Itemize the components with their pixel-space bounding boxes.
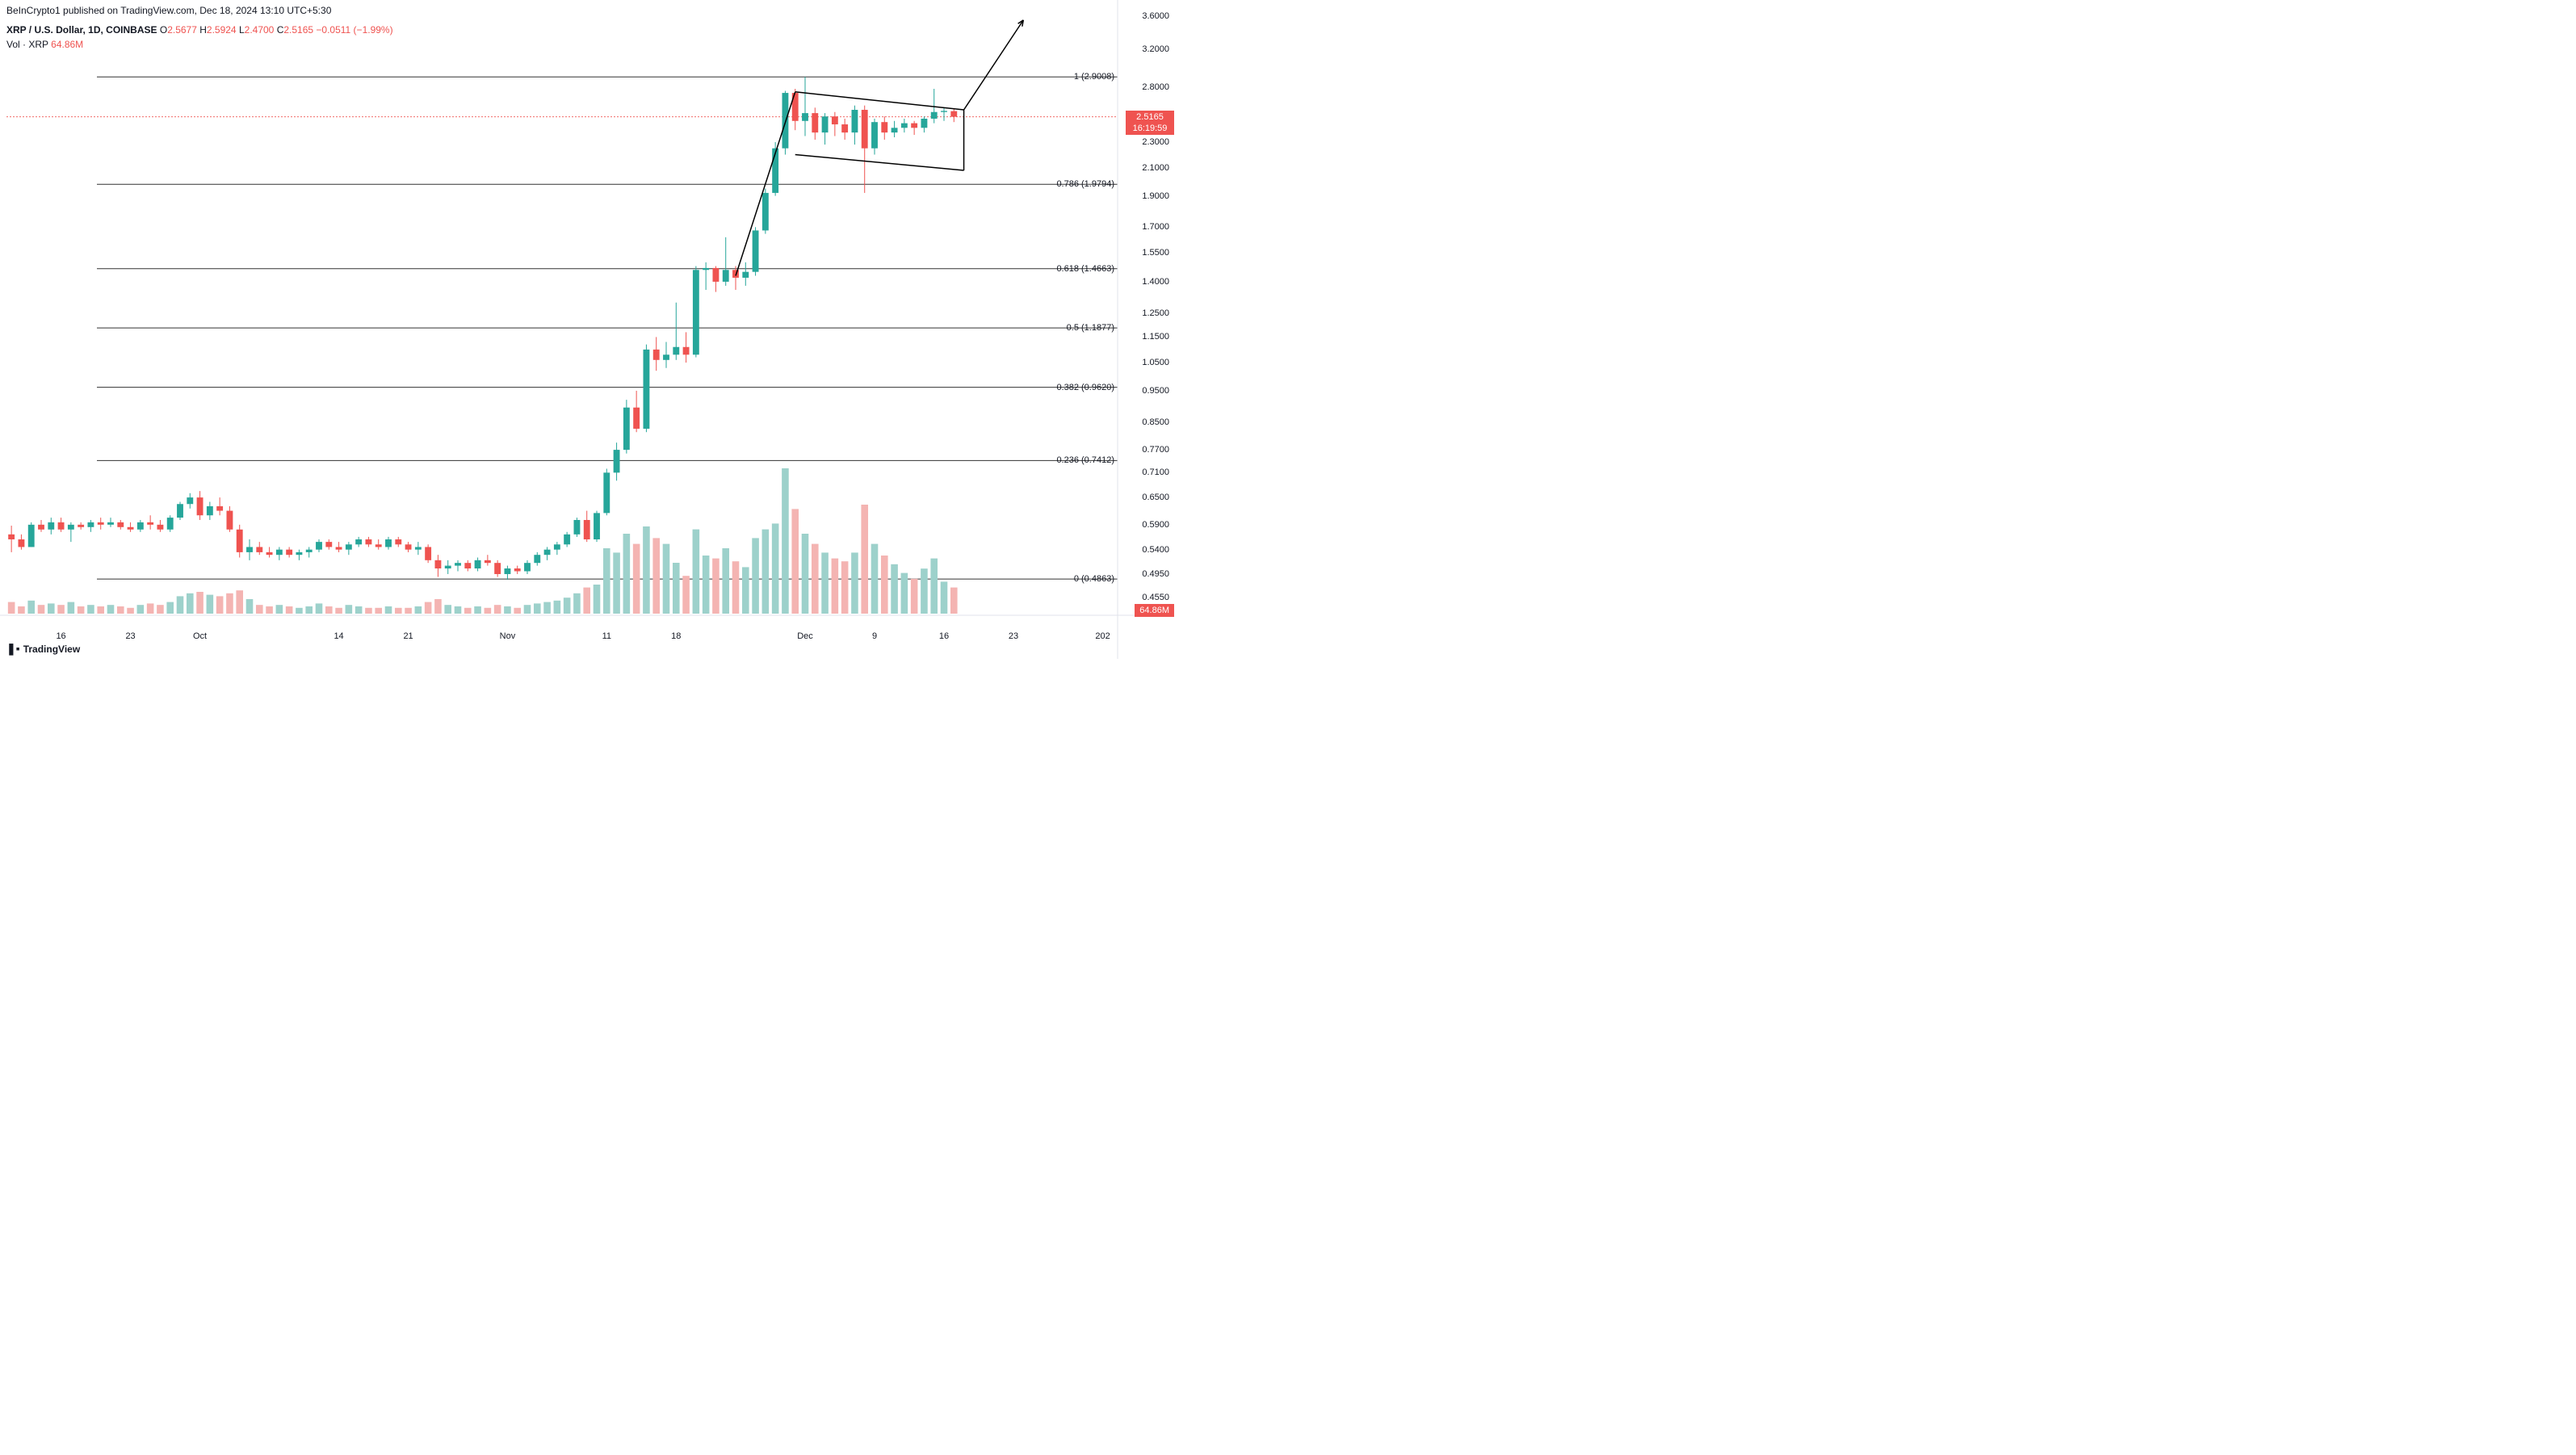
fib-level-label: 0.5 (1.1877) — [1067, 323, 1114, 333]
y-tick-label: 0.7100 — [1142, 468, 1169, 477]
y-tick-label: 1.4000 — [1142, 277, 1169, 287]
x-tick-label: 21 — [403, 631, 413, 641]
x-tick-label: 14 — [334, 631, 343, 641]
y-tick-label: 0.5900 — [1142, 520, 1169, 530]
y-tick-label: 1.9000 — [1142, 191, 1169, 201]
y-tick-label: 3.2000 — [1142, 44, 1169, 54]
y-tick-label: 2.3000 — [1142, 137, 1169, 147]
fib-level-label: 0 (0.4863) — [1074, 574, 1114, 584]
y-tick-label: 0.5400 — [1142, 545, 1169, 555]
footer-brand: ❚▪TradingView — [6, 642, 80, 656]
y-tick-label: 2.1000 — [1142, 163, 1169, 173]
y-tick-label: 0.7700 — [1142, 445, 1169, 455]
price-tag-time: 16:19:59 — [1126, 122, 1174, 135]
y-tick-label: 1.1500 — [1142, 332, 1169, 342]
y-tick-label: 0.8500 — [1142, 417, 1169, 427]
x-tick-label: 16 — [56, 631, 65, 641]
y-tick-label: 1.5500 — [1142, 248, 1169, 258]
chart-container: BeInCrypto1 published on TradingView.com… — [0, 0, 1174, 659]
x-tick-label: Nov — [500, 631, 516, 641]
footer-text: TradingView — [23, 644, 80, 655]
x-tick-label: 23 — [125, 631, 135, 641]
x-tick-label: Dec — [797, 631, 813, 641]
y-tick-label: 1.2500 — [1142, 308, 1169, 318]
fib-level-label: 0.236 (0.7412) — [1056, 455, 1114, 465]
fib-level-label: 0.382 (0.9620) — [1056, 383, 1114, 392]
y-tick-label: 0.4550 — [1142, 593, 1169, 602]
x-tick-label: 11 — [602, 631, 611, 641]
x-tick-label: Oct — [193, 631, 207, 641]
x-tick-label: 18 — [671, 631, 681, 641]
fib-level-label: 0.786 (1.9794) — [1056, 179, 1114, 189]
y-tick-label: 2.8000 — [1142, 82, 1169, 92]
x-tick-label: 202 — [1095, 631, 1110, 641]
y-tick-label: 1.7000 — [1142, 222, 1169, 232]
y-tick-label: 0.4950 — [1142, 569, 1169, 579]
chart-svg[interactable] — [0, 0, 1174, 659]
volume-tag: 64.86M — [1135, 604, 1174, 617]
y-tick-label: 1.0500 — [1142, 358, 1169, 367]
fib-level-label: 1 (2.9008) — [1074, 72, 1114, 82]
fib-level-label: 0.618 (1.4663) — [1056, 264, 1114, 274]
y-tick-label: 0.9500 — [1142, 386, 1169, 396]
x-tick-label: 16 — [939, 631, 949, 641]
tradingview-logo-icon: ❚▪ — [6, 642, 20, 655]
x-tick-label: 23 — [1009, 631, 1018, 641]
x-tick-label: 9 — [872, 631, 877, 641]
y-tick-label: 0.6500 — [1142, 493, 1169, 502]
y-tick-label: 3.6000 — [1142, 11, 1169, 21]
